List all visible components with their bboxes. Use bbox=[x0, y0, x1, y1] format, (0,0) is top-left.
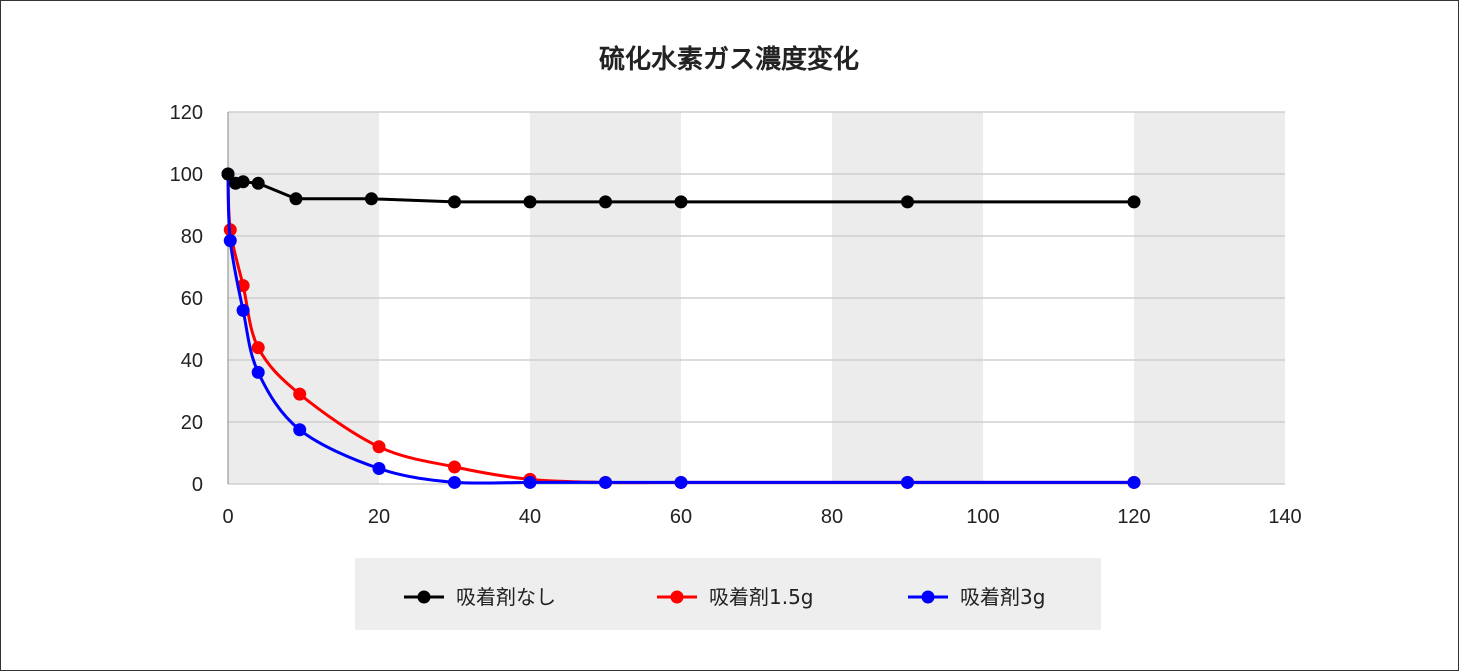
x-tick-label: 100 bbox=[966, 506, 999, 528]
data-point bbox=[289, 192, 303, 206]
data-point bbox=[236, 303, 250, 317]
data-point bbox=[901, 195, 914, 209]
data-point bbox=[599, 475, 612, 489]
legend-box bbox=[355, 558, 1101, 630]
x-axis-ticks: 0 20 40 60 80 100 120 140 bbox=[222, 506, 1301, 528]
legend-label: 吸着剤なし bbox=[456, 585, 556, 609]
data-point bbox=[523, 475, 537, 489]
y-axis-ticks: 0 20 40 60 80 100 120 bbox=[170, 102, 203, 496]
data-point bbox=[372, 462, 386, 475]
data-point bbox=[251, 365, 265, 379]
x-tick-label: 40 bbox=[519, 506, 541, 528]
x-tick-label: 120 bbox=[1117, 506, 1150, 528]
legend-marker bbox=[417, 590, 431, 604]
y-tick-label: 0 bbox=[192, 474, 203, 496]
data-point bbox=[901, 475, 914, 489]
data-point bbox=[448, 475, 461, 489]
data-point bbox=[1127, 475, 1141, 489]
data-point bbox=[523, 195, 537, 209]
x-tick-label: 0 bbox=[222, 506, 233, 528]
data-point bbox=[674, 475, 688, 489]
data-point bbox=[293, 387, 307, 401]
x-tick-label: 140 bbox=[1268, 506, 1301, 528]
data-point bbox=[251, 341, 265, 355]
data-point bbox=[448, 195, 461, 209]
x-tick-label: 80 bbox=[821, 506, 843, 528]
y-tick-label: 60 bbox=[181, 288, 203, 310]
y-tick-label: 120 bbox=[170, 102, 203, 124]
legend-label: 吸着剤3g bbox=[960, 585, 1045, 609]
series-layer bbox=[221, 167, 1141, 489]
y-tick-label: 100 bbox=[170, 164, 203, 186]
data-point bbox=[599, 195, 612, 209]
y-tick-label: 40 bbox=[181, 350, 203, 372]
data-point bbox=[372, 440, 386, 454]
data-point bbox=[236, 175, 250, 189]
chart-title: 硫化水素ガス濃度変化 bbox=[599, 44, 859, 75]
legend-marker bbox=[921, 590, 935, 604]
y-tick-label: 80 bbox=[181, 226, 203, 248]
legend-label: 吸着剤1.5g bbox=[709, 585, 814, 609]
data-point bbox=[674, 195, 688, 209]
legend: 吸着剤なし 吸着剤1.5g 吸着剤3g bbox=[404, 585, 1045, 609]
data-point bbox=[1127, 195, 1141, 209]
x-tick-label: 20 bbox=[368, 506, 390, 528]
gridlines bbox=[228, 111, 1285, 485]
y-tick-label: 20 bbox=[181, 412, 203, 434]
legend-marker bbox=[670, 590, 684, 604]
data-point bbox=[223, 234, 237, 248]
data-point bbox=[251, 176, 265, 190]
data-point bbox=[221, 167, 235, 181]
series-0 bbox=[221, 167, 1141, 209]
data-point bbox=[448, 460, 461, 474]
data-point bbox=[293, 423, 307, 437]
x-tick-label: 60 bbox=[670, 506, 692, 528]
data-point bbox=[364, 192, 378, 206]
